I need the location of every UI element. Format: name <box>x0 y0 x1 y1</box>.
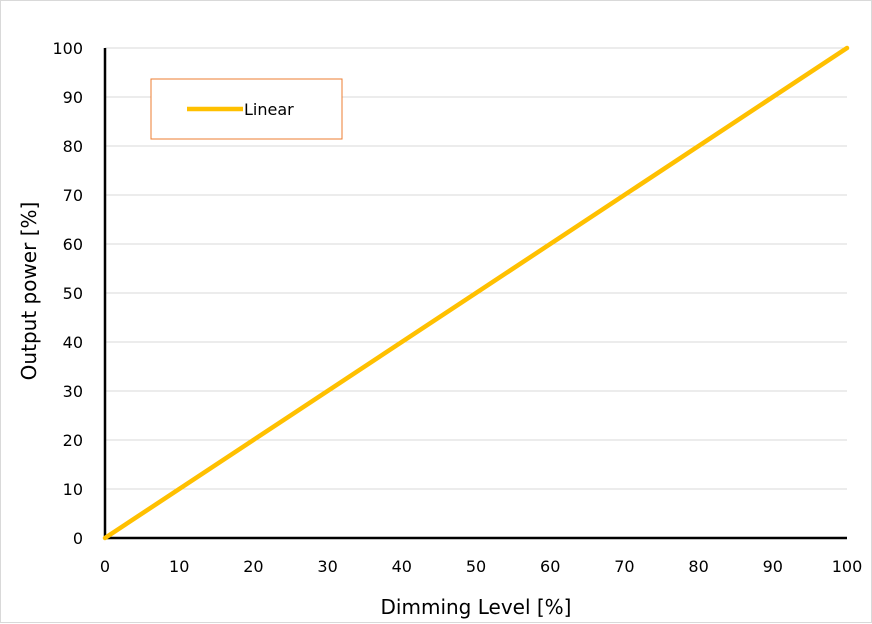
x-tick-label-90: 90 <box>763 557 783 576</box>
tick-labels: 0 10 20 30 40 50 60 70 80 90 100 0 10 20 30 40 50 60 70 80 9… <box>52 39 862 576</box>
x-tick-label-60: 60 <box>540 557 560 576</box>
x-tick-label-100: 100 <box>832 557 863 576</box>
y-tick-label-50: 50 <box>63 284 83 303</box>
x-tick-label-80: 80 <box>688 557 708 576</box>
x-tick-label-40: 40 <box>392 557 412 576</box>
y-tick-label-40: 40 <box>63 333 83 352</box>
y-tick-label-90: 90 <box>63 88 83 107</box>
y-axis-title: Output power [%] <box>17 202 41 381</box>
x-tick-label-70: 70 <box>614 557 634 576</box>
y-tick-label-80: 80 <box>63 137 83 156</box>
y-tick-label-10: 10 <box>63 480 83 499</box>
y-tick-label-100: 100 <box>52 39 83 58</box>
y-tick-label-0: 0 <box>73 529 83 548</box>
legend-box <box>150 78 343 140</box>
axes <box>103 48 847 540</box>
x-tick-label-20: 20 <box>243 557 263 576</box>
x-tick-label-0: 0 <box>100 557 110 576</box>
x-tick-label-50: 50 <box>466 557 486 576</box>
x-tick-label-30: 30 <box>317 557 337 576</box>
y-tick-label-30: 30 <box>63 382 83 401</box>
series-lines <box>102 45 850 541</box>
y-tick-label-20: 20 <box>63 431 83 450</box>
legend: Linear <box>150 78 343 140</box>
legend-label-linear: Linear <box>244 100 294 119</box>
x-axis-title: Dimming Level [%] <box>381 595 572 619</box>
series-line-linear <box>102 45 850 541</box>
x-tick-label-10: 10 <box>169 557 189 576</box>
y-tick-label-60: 60 <box>63 235 83 254</box>
y-tick-label-70: 70 <box>63 186 83 205</box>
